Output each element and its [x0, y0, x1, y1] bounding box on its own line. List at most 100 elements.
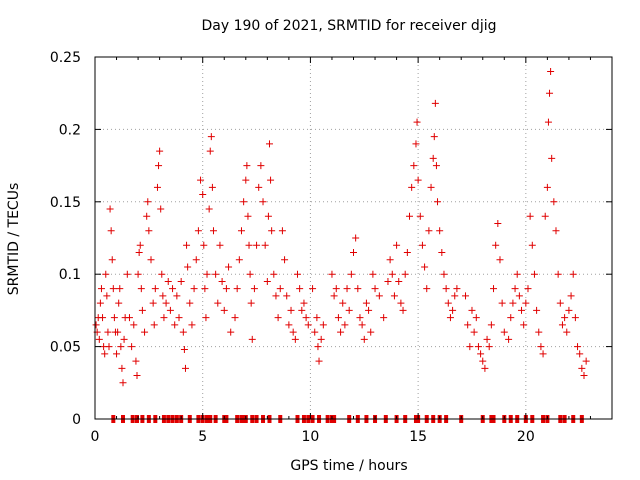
data-point — [267, 176, 275, 184]
data-point — [113, 350, 121, 358]
data-point — [137, 285, 145, 293]
data-point — [101, 350, 109, 358]
data-point — [268, 227, 276, 235]
data-point — [153, 183, 161, 191]
data-point — [311, 328, 319, 336]
data-point — [423, 285, 431, 293]
data-point — [264, 212, 272, 220]
data-point — [350, 248, 357, 256]
data-point — [108, 256, 116, 264]
data-point — [265, 140, 273, 148]
data-point — [135, 248, 143, 256]
data-point — [498, 299, 506, 307]
data-point — [464, 321, 472, 329]
data-point — [470, 328, 478, 336]
data-point — [388, 270, 396, 278]
data-point — [123, 270, 131, 278]
data-point — [144, 198, 152, 206]
data-point — [410, 162, 418, 170]
data-point — [393, 241, 401, 249]
data-point — [563, 328, 571, 336]
data-point — [369, 270, 377, 278]
data-point — [552, 227, 560, 235]
data-point — [481, 364, 489, 372]
data-point — [375, 292, 383, 300]
data-point — [399, 306, 407, 314]
data-point — [414, 176, 422, 184]
data-point — [434, 198, 442, 206]
data-point — [429, 154, 437, 162]
data-point — [513, 270, 521, 278]
y-tick-label: 0.2 — [59, 122, 81, 138]
data-point — [356, 314, 364, 322]
data-point — [150, 321, 158, 329]
data-point — [401, 270, 409, 278]
data-point — [556, 299, 564, 307]
data-point — [255, 183, 263, 191]
data-point — [446, 314, 454, 322]
data-point — [116, 285, 124, 293]
data-point — [199, 191, 207, 199]
data-point — [259, 198, 267, 206]
data-point — [190, 285, 198, 293]
data-point — [99, 314, 107, 322]
data-point — [138, 306, 146, 314]
data-point — [574, 343, 582, 351]
data-point — [179, 328, 187, 336]
data-point — [425, 227, 433, 235]
data-point — [270, 270, 278, 278]
data-points — [92, 67, 590, 387]
data-point — [257, 162, 265, 170]
data-point — [231, 314, 239, 322]
data-point — [449, 306, 457, 314]
data-point — [173, 292, 181, 300]
data-point — [109, 285, 117, 293]
data-point — [569, 270, 577, 278]
data-point — [487, 321, 495, 329]
data-point — [522, 299, 530, 307]
data-point — [444, 299, 452, 307]
data-point — [261, 241, 269, 249]
data-point — [565, 306, 573, 314]
data-point — [227, 328, 235, 336]
data-point — [483, 335, 491, 343]
data-point — [341, 321, 349, 329]
data-point — [95, 335, 103, 343]
data-point — [156, 147, 164, 155]
data-point — [479, 357, 487, 365]
data-point — [205, 205, 213, 213]
data-point — [431, 99, 439, 107]
data-point — [524, 285, 532, 293]
data-point — [578, 364, 586, 372]
data-point — [533, 306, 541, 314]
y-axis-label: SRMTID / TECUs — [6, 183, 22, 296]
data-point — [203, 270, 211, 278]
data-point — [281, 256, 289, 264]
data-point — [214, 299, 222, 307]
data-point — [492, 241, 500, 249]
data-point — [216, 241, 224, 249]
data-point — [293, 270, 301, 278]
data-point — [244, 212, 252, 220]
data-point — [130, 321, 138, 329]
data-point — [408, 183, 416, 191]
data-point — [535, 328, 543, 336]
data-point — [430, 133, 438, 141]
data-point — [175, 314, 183, 322]
x-tick-label: 20 — [517, 429, 535, 445]
data-point — [520, 321, 528, 329]
data-point — [149, 299, 157, 307]
data-point — [209, 227, 217, 235]
data-point — [580, 372, 588, 380]
data-point — [339, 299, 347, 307]
data-point — [496, 256, 504, 264]
data-point — [192, 256, 200, 264]
data-point — [222, 285, 230, 293]
x-tick-label: 0 — [91, 429, 100, 445]
data-point — [451, 292, 459, 300]
x-tick-label: 10 — [302, 429, 320, 445]
data-point — [416, 212, 424, 220]
data-point — [438, 248, 446, 256]
data-point — [200, 241, 208, 249]
data-point — [143, 212, 151, 220]
